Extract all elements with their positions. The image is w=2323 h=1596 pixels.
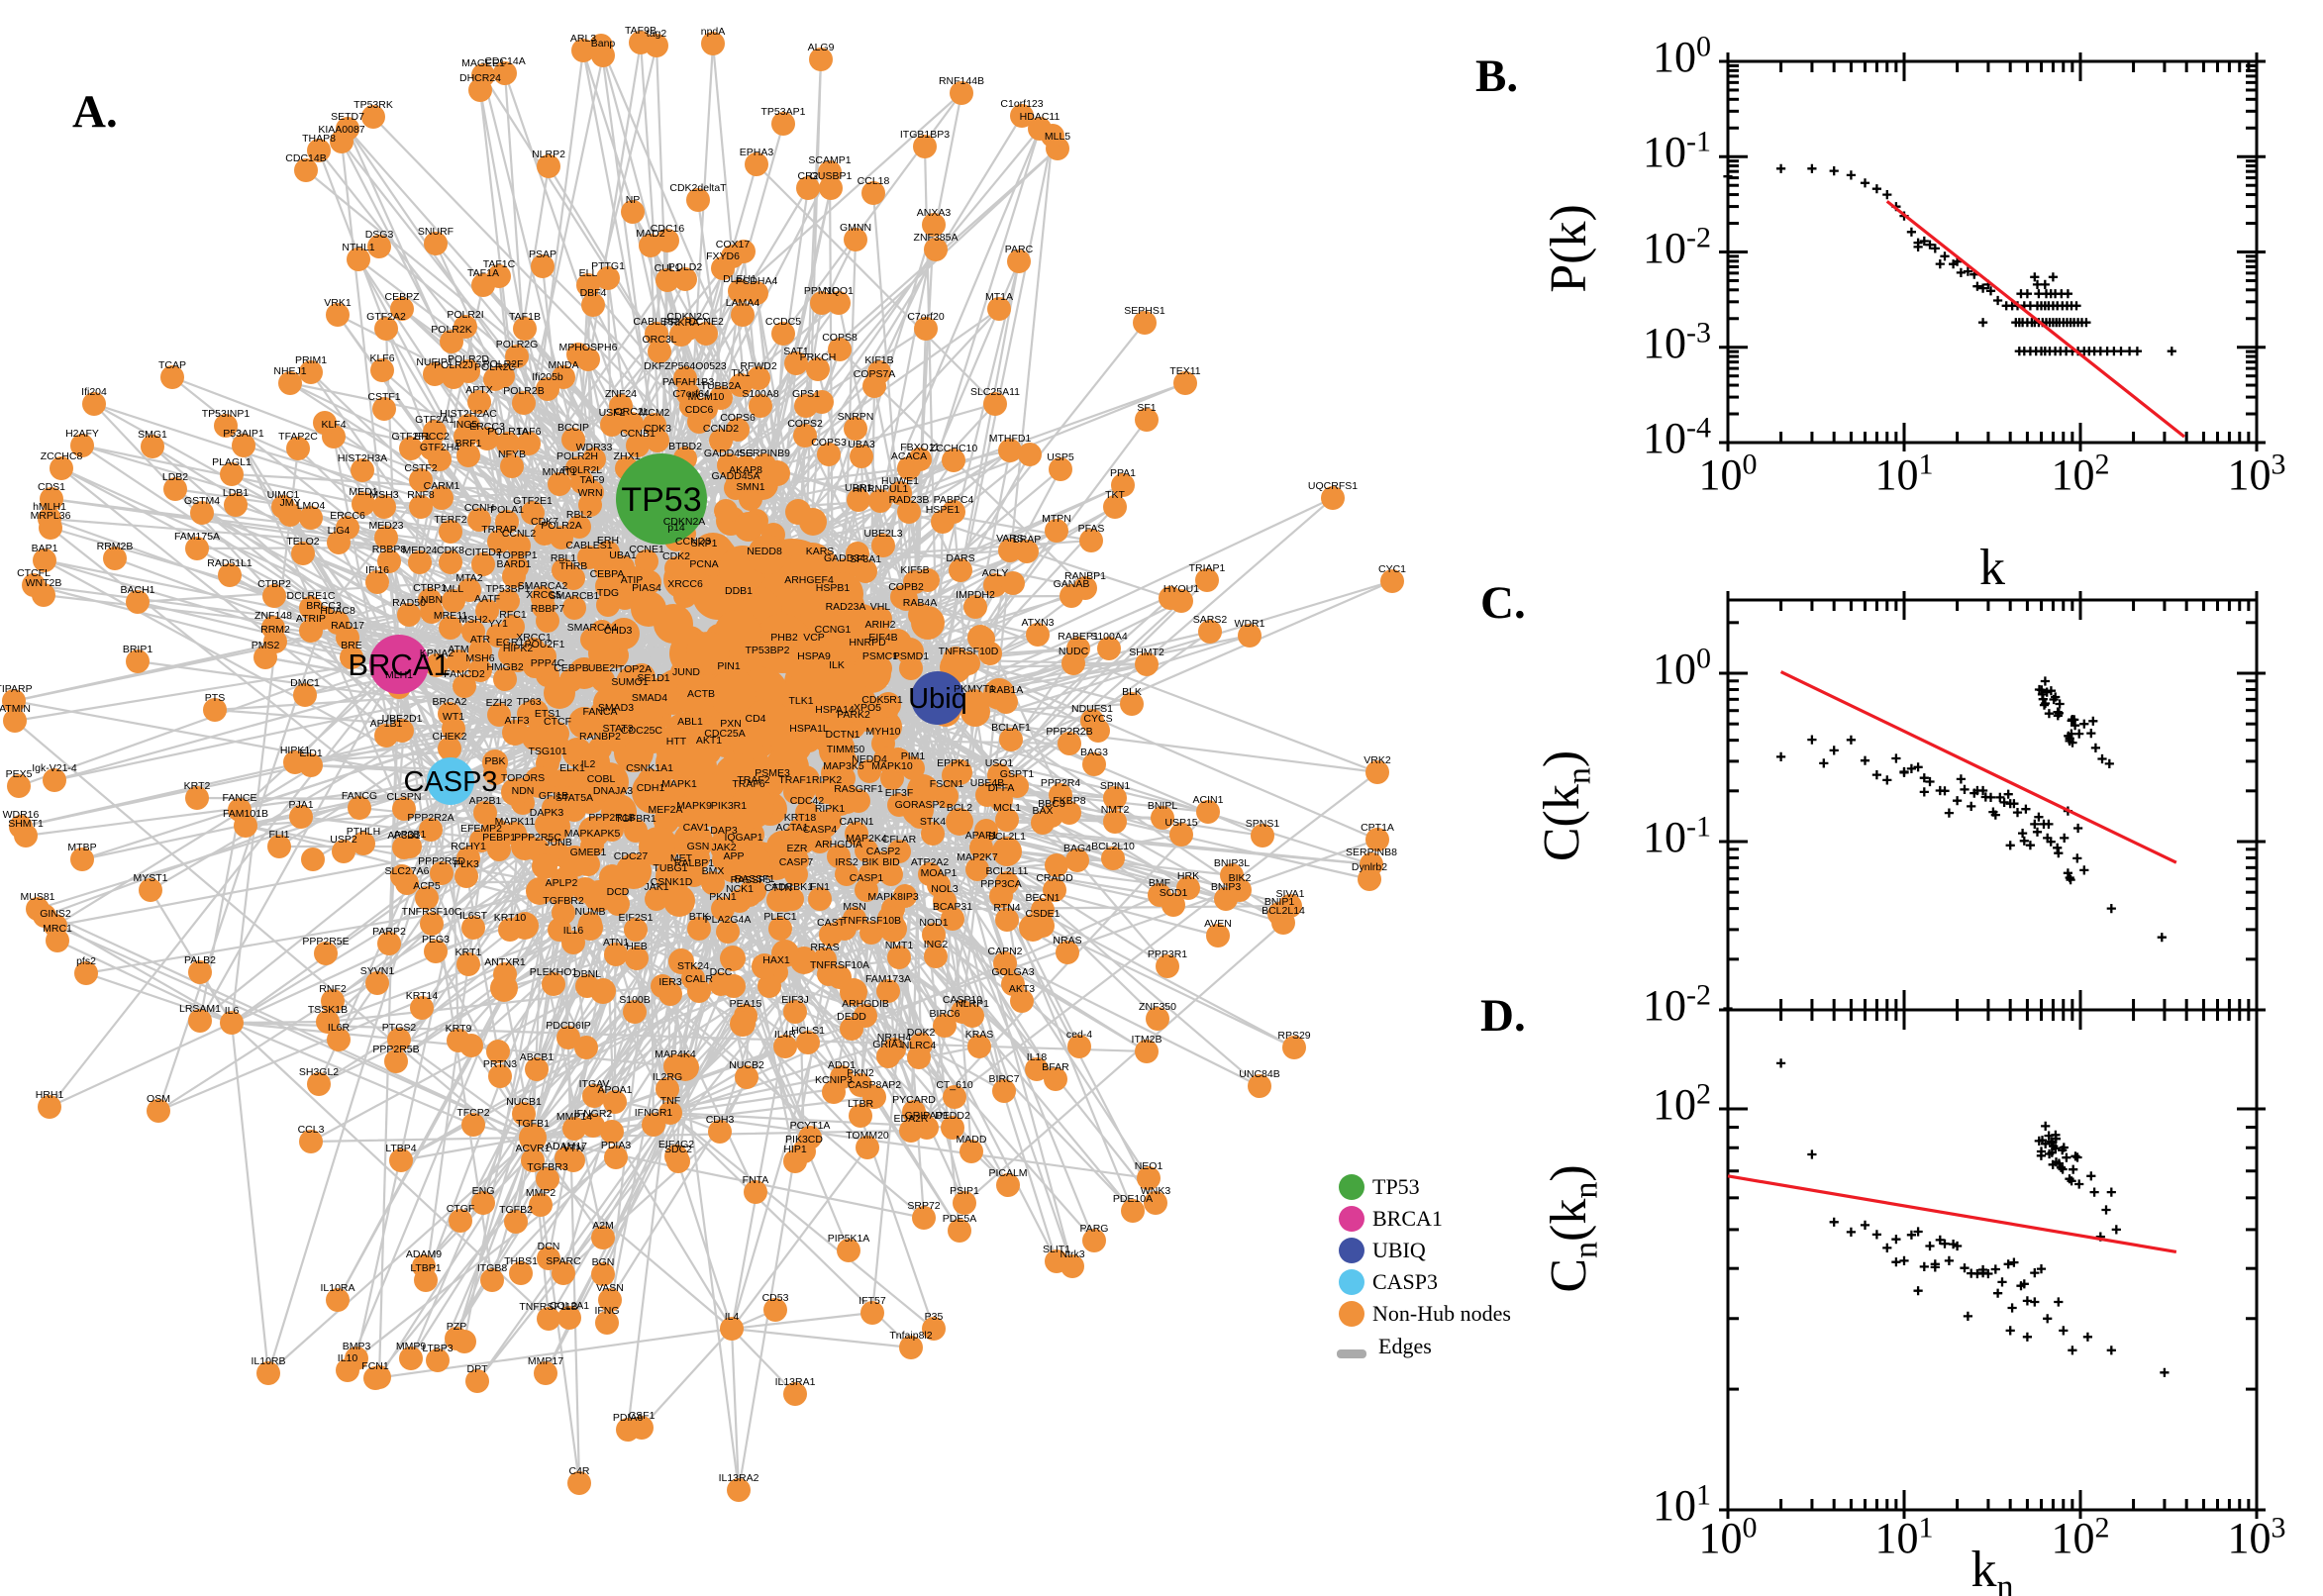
legend-label: CASP3 bbox=[1372, 1269, 1439, 1294]
chart-b bbox=[1719, 52, 2266, 451]
network-hubs: TP53 BRCA1 Ubiq CASP3 bbox=[348, 453, 967, 805]
legend-label: Edges bbox=[1378, 1334, 1432, 1358]
chart-c-fit-line bbox=[1779, 670, 2177, 864]
legend-label: Non-Hub nodes bbox=[1372, 1301, 1511, 1326]
chart-b-x-tick-label: 101 bbox=[1874, 448, 1934, 499]
chart-b-y-tick-label: 10-2 bbox=[1643, 220, 1711, 272]
chart-b-y-tick-label: 100 bbox=[1653, 30, 1711, 81]
legend-dot bbox=[1339, 1301, 1364, 1327]
legend-item-edges: Edges bbox=[1337, 1334, 1432, 1366]
hub-label-tp53: TP53 bbox=[621, 481, 701, 519]
panel-label-a: A. bbox=[72, 86, 118, 138]
legend-item-non-hub-nodes: Non-Hub nodes bbox=[1339, 1301, 1511, 1327]
chart-d-fit-line bbox=[1727, 1174, 2177, 1253]
chart-b-fit-line bbox=[1885, 200, 2186, 439]
legend-item-ubiq: UBIQ bbox=[1339, 1238, 1426, 1263]
chart-b-y-tick-label: 10-3 bbox=[1643, 316, 1711, 367]
chart-d-x-tick-label: 103 bbox=[2227, 1511, 2286, 1562]
chart-b-points bbox=[1723, 163, 2176, 356]
chart-b-y-tick-label: 10-4 bbox=[1643, 411, 1711, 462]
panel-label-b: B. bbox=[1475, 50, 1519, 102]
chart-d-y-tick-label: 101 bbox=[1653, 1478, 1711, 1530]
chart-d-y-title: Cn(kn) bbox=[1541, 1164, 1605, 1293]
legend-dot bbox=[1339, 1269, 1364, 1295]
chart-c-y-title: C(kn) bbox=[1534, 749, 1598, 862]
chart-d-x-title: kn bbox=[1970, 1542, 2014, 1596]
chart-c bbox=[1719, 591, 2266, 1019]
legend-item-brca1: BRCA1 bbox=[1339, 1206, 1443, 1232]
hub-label-casp3: CASP3 bbox=[403, 766, 497, 798]
chart-b-y-tick-label: 10-1 bbox=[1643, 125, 1711, 177]
network-node-labels: TP53RKSETD7KIAA0087THAP8CDC14BDSG3NTHL1V… bbox=[0, 25, 1406, 1484]
chart-b-x-title: k bbox=[1979, 540, 2005, 596]
legend-label: BRCA1 bbox=[1372, 1206, 1443, 1231]
network-nodes bbox=[2, 31, 1404, 1502]
chart-d-y-tick-label: 102 bbox=[1653, 1077, 1711, 1129]
chart-d-x-tick-label: 101 bbox=[1874, 1511, 1934, 1562]
legend-dot bbox=[1339, 1238, 1364, 1263]
legend-dot bbox=[1339, 1206, 1364, 1232]
panel-label-d: D. bbox=[1480, 990, 1526, 1042]
chart-d-x-tick-label: 102 bbox=[2051, 1511, 2110, 1562]
hub-label-brca1: BRCA1 bbox=[348, 648, 450, 682]
legend-edge-swatch bbox=[1337, 1348, 1366, 1358]
chart-c-y-tick-label: 10-1 bbox=[1643, 810, 1711, 861]
chart-c-points bbox=[1723, 676, 2167, 1014]
legend-label: TP53 bbox=[1372, 1174, 1420, 1199]
legend-item-tp53: TP53 bbox=[1339, 1174, 1420, 1200]
chart-b-y-title: P(k) bbox=[1541, 204, 1597, 293]
hub-node-tp53 bbox=[616, 453, 707, 545]
chart-b-x-tick-label: 103 bbox=[2227, 448, 2286, 499]
chart-d-x-tick-label: 100 bbox=[1698, 1511, 1758, 1562]
legend-dot bbox=[1339, 1174, 1364, 1200]
chart-b-x-tick-label: 100 bbox=[1698, 448, 1758, 499]
legend-label: UBIQ bbox=[1372, 1238, 1426, 1262]
chart-b-x-tick-label: 102 bbox=[2051, 448, 2110, 499]
hub-label-ubiq: Ubiq bbox=[908, 683, 967, 715]
chart-c-y-tick-label: 10-2 bbox=[1643, 978, 1711, 1030]
legend-item-casp3: CASP3 bbox=[1339, 1269, 1438, 1295]
hub-node-ubiq bbox=[911, 671, 964, 725]
hub-node-casp3 bbox=[427, 757, 474, 805]
panel-label-c: C. bbox=[1480, 577, 1526, 629]
hub-node-brca1 bbox=[369, 635, 429, 694]
chart-d bbox=[1719, 1001, 2266, 1519]
chart-c-y-tick-label: 100 bbox=[1653, 642, 1711, 693]
chart-d-points bbox=[1776, 1058, 2170, 1377]
